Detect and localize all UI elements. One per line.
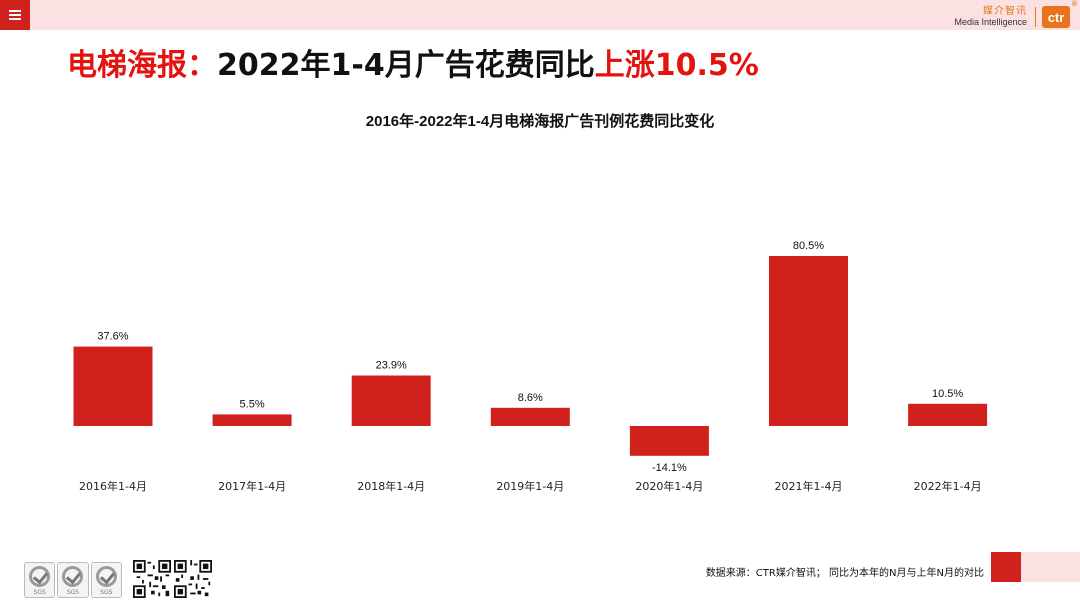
- sgs-badge-label: SGS: [66, 589, 80, 596]
- menu-button[interactable]: [0, 0, 30, 30]
- headline-highlight: 上涨10.5%: [594, 48, 759, 83]
- bar-4: [629, 426, 709, 456]
- ctr-logo-text: ctr: [1047, 9, 1065, 25]
- bar-1: [212, 414, 292, 426]
- qr-code-icon: [133, 560, 171, 598]
- data-label: 10.5%: [932, 388, 963, 400]
- bar-chart: 37.6% 2016年1-4月 5.5% 2017年1-4月 23.9% 2018年1-4…: [73, 240, 988, 493]
- bar-2: [351, 375, 431, 426]
- category-label: 2017年1-4月: [218, 479, 286, 493]
- category-label: 2019年1-4月: [496, 479, 564, 493]
- page-headline: 电梯海报：2022年1-4月广告花费同比上涨10.5%: [67, 46, 759, 86]
- sgs-badge-label: SGS: [100, 589, 113, 596]
- data-source-note: 数据来源：CTR媒介智讯； 同比为本年的N月与上年N月的对比: [705, 568, 984, 579]
- footer-accent-strip: [1021, 552, 1080, 582]
- category-label: 2020年1-4月: [635, 479, 703, 493]
- chart-title: 2016年-2022年1-4月电梯海报广告刊例花费同比变化: [365, 113, 715, 130]
- headline-topic: 电梯海报：: [67, 48, 217, 83]
- category-label: 2018年1-4月: [357, 479, 425, 493]
- bar-5: [769, 256, 848, 426]
- footer-accent-block: [991, 552, 1021, 582]
- brand-name-en: Media Intelligence: [954, 17, 1027, 27]
- registered-mark: ®: [1071, 1, 1077, 8]
- bar-6: [908, 403, 988, 426]
- data-label: 80.5%: [793, 240, 824, 252]
- bar-0: [73, 346, 153, 426]
- ctr-logo: ctr ®: [1042, 1, 1077, 28]
- category-label: 2016年1-4月: [79, 479, 147, 493]
- brand-logo-area: 媒介智讯 Media Intelligence ctr ®: [954, 1, 1077, 30]
- brand-name-cn: 媒介智讯: [983, 6, 1027, 17]
- headline-main: 2022年1-4月广告花费同比: [217, 48, 595, 83]
- data-label: 23.9%: [376, 360, 407, 372]
- sgs-badge-label: SGS: [33, 589, 46, 596]
- bar-3: [490, 407, 570, 426]
- data-label: 37.6%: [97, 331, 128, 343]
- qr-code-icon: [174, 560, 212, 598]
- brand-divider: [1035, 7, 1036, 27]
- data-label: 8.6%: [518, 392, 543, 404]
- data-label: 5.5%: [240, 398, 265, 410]
- category-label: 2022年1-4月: [914, 479, 982, 493]
- sgs-badge-icon: SGS: [90, 562, 122, 598]
- top-bar: [0, 0, 1080, 30]
- data-label: -14.1%: [652, 462, 687, 474]
- sgs-badge-icon: SGS: [24, 562, 56, 598]
- certification-badges: SGS SGS SGS: [24, 562, 122, 598]
- sgs-badge-icon: SGS: [57, 562, 89, 598]
- category-label: 2021年1-4月: [775, 479, 843, 493]
- hamburger-menu-icon: [9, 10, 21, 20]
